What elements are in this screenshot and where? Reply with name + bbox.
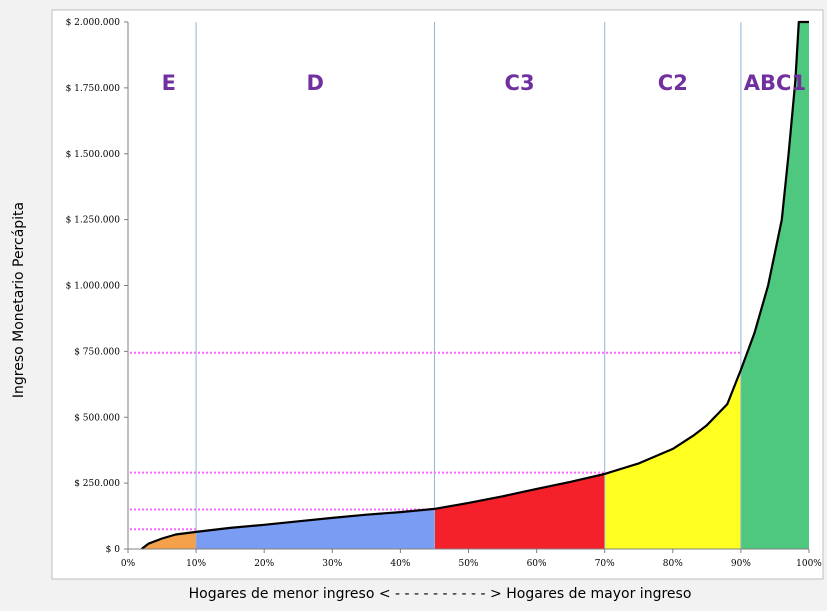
x-tick-label: 50% [458,559,478,569]
y-tick-label: $ 750.000 [74,347,120,357]
segment-label-e: E [162,71,176,95]
y-axis-title: Ingreso Monetario Percápita [11,202,27,398]
y-tick-label: $ 1.250.000 [66,216,121,226]
y-tick-label: $ 1.500.000 [66,150,121,160]
x-tick-label: 10% [186,559,206,569]
y-tick-label: $ 250.000 [74,479,120,489]
x-tick-label: 100% [796,559,822,569]
income-curve [140,20,809,550]
x-tick-label: 60% [527,559,547,569]
x-tick-label: 70% [595,559,615,569]
segment-area-c2 [604,369,741,549]
x-tick-label: 20% [254,559,274,569]
y-tick-label: $ 2.000.000 [66,18,121,28]
y-tick-label: $ 1.000.000 [66,282,121,292]
segment-label-c2: C2 [658,71,688,95]
segment-area-d [196,508,435,549]
x-tick-label: 30% [322,559,342,569]
x-tick-label: 80% [663,559,683,569]
y-tick-label: $ 0 [106,545,121,555]
y-tick-label: $ 500.000 [74,413,120,423]
segment-area-e [141,531,197,549]
segment-label-abc1: ABC1 [744,71,806,95]
segment-label-c3: C3 [505,71,535,95]
y-tick-label: $ 1.750.000 [66,84,121,94]
x-tick-label: 0% [121,559,136,569]
segment-area-c3 [434,473,605,549]
x-tick-label: 40% [390,559,410,569]
segment-area-abc1 [740,22,809,549]
x-tick-label: 90% [731,559,751,569]
x-axis-title: Hogares de menor ingreso < - - - - - - -… [189,586,692,602]
segment-label-d: D [307,71,324,95]
